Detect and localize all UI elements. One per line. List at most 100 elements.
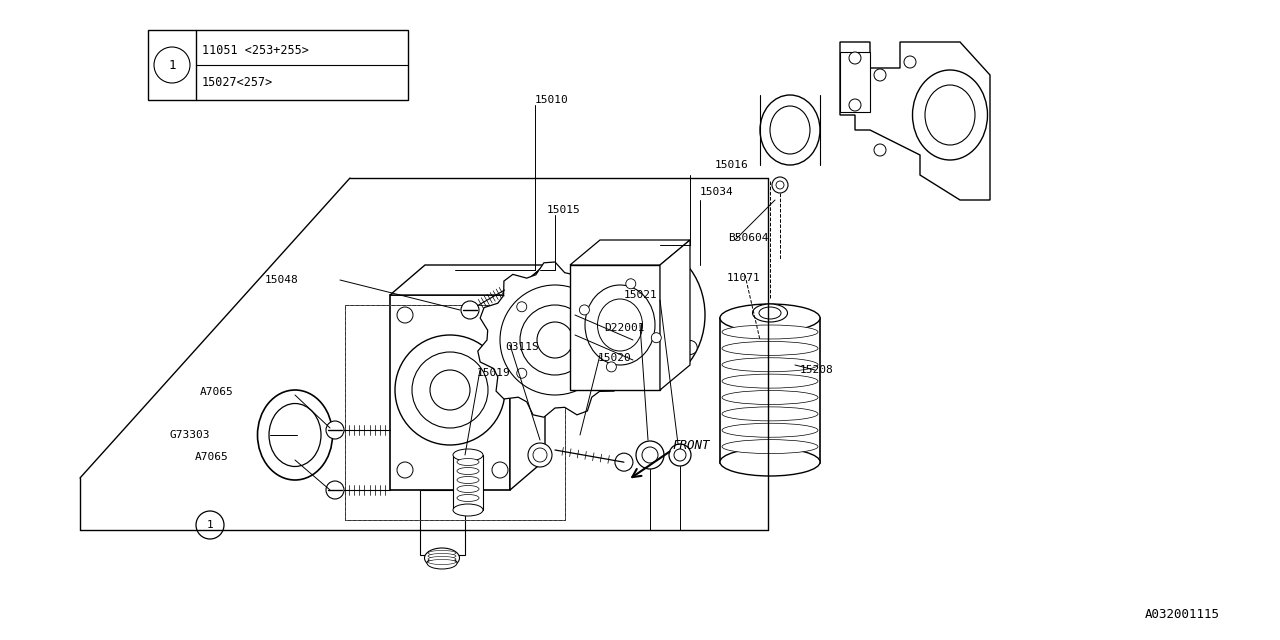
Ellipse shape: [453, 504, 483, 516]
Ellipse shape: [722, 341, 818, 355]
Circle shape: [154, 47, 189, 83]
Text: D22001: D22001: [604, 323, 645, 333]
Circle shape: [874, 144, 886, 156]
Ellipse shape: [760, 95, 820, 165]
Ellipse shape: [617, 290, 663, 340]
Circle shape: [580, 305, 589, 315]
Text: 0311S: 0311S: [506, 342, 539, 352]
Text: 15034: 15034: [700, 187, 733, 197]
Ellipse shape: [575, 243, 705, 387]
Polygon shape: [570, 265, 660, 390]
Ellipse shape: [771, 106, 810, 154]
Text: 1: 1: [168, 58, 175, 72]
Circle shape: [520, 305, 590, 375]
Circle shape: [772, 177, 788, 193]
Circle shape: [396, 335, 506, 445]
Ellipse shape: [722, 407, 818, 421]
Polygon shape: [390, 295, 509, 490]
Circle shape: [397, 307, 413, 323]
Ellipse shape: [722, 374, 818, 388]
Circle shape: [607, 362, 617, 372]
Circle shape: [500, 285, 611, 395]
Circle shape: [492, 307, 508, 323]
Circle shape: [532, 448, 547, 462]
Ellipse shape: [457, 486, 479, 493]
Circle shape: [614, 453, 632, 471]
Circle shape: [669, 444, 691, 466]
Circle shape: [643, 447, 658, 463]
Circle shape: [326, 421, 344, 439]
Bar: [719, 318, 820, 463]
Circle shape: [461, 301, 479, 319]
Circle shape: [529, 443, 552, 467]
Circle shape: [652, 333, 662, 342]
Circle shape: [636, 441, 664, 469]
Ellipse shape: [269, 403, 321, 467]
Ellipse shape: [722, 423, 818, 437]
Circle shape: [684, 340, 698, 355]
Text: 11071: 11071: [727, 273, 760, 283]
Ellipse shape: [585, 285, 655, 365]
Bar: [453, 455, 483, 510]
Circle shape: [904, 56, 916, 68]
Bar: [346, 305, 564, 520]
Ellipse shape: [457, 495, 479, 502]
Circle shape: [604, 364, 618, 378]
Text: 1: 1: [206, 520, 214, 530]
Circle shape: [584, 302, 593, 312]
Text: 11051 <253+255>: 11051 <253+255>: [202, 44, 308, 56]
Ellipse shape: [457, 477, 479, 483]
Circle shape: [412, 352, 488, 428]
Circle shape: [874, 69, 886, 81]
Circle shape: [626, 279, 636, 289]
Ellipse shape: [428, 557, 457, 569]
Circle shape: [662, 252, 676, 266]
Circle shape: [492, 462, 508, 478]
Ellipse shape: [722, 390, 818, 404]
Bar: [346, 305, 564, 520]
Ellipse shape: [719, 304, 820, 332]
Ellipse shape: [428, 550, 456, 556]
Ellipse shape: [913, 70, 987, 160]
Circle shape: [675, 449, 686, 461]
Circle shape: [397, 462, 413, 478]
Circle shape: [196, 511, 224, 539]
Circle shape: [584, 368, 593, 378]
Text: A032001115: A032001115: [1146, 609, 1220, 621]
Ellipse shape: [453, 449, 483, 461]
Circle shape: [326, 481, 344, 499]
Ellipse shape: [925, 85, 975, 145]
Text: 15208: 15208: [800, 365, 833, 375]
Polygon shape: [509, 265, 545, 490]
Text: FRONT: FRONT: [672, 438, 709, 451]
Ellipse shape: [257, 390, 333, 480]
Text: 15020: 15020: [598, 353, 632, 363]
Bar: [840, 52, 870, 112]
Circle shape: [517, 302, 527, 312]
Ellipse shape: [722, 440, 818, 454]
Ellipse shape: [722, 358, 818, 372]
Polygon shape: [840, 42, 989, 200]
Text: A7065: A7065: [195, 452, 229, 462]
Polygon shape: [660, 240, 690, 390]
Circle shape: [776, 181, 783, 189]
Ellipse shape: [753, 304, 787, 322]
Text: 15021: 15021: [625, 290, 658, 300]
Circle shape: [538, 322, 573, 358]
Ellipse shape: [759, 307, 781, 319]
Text: 15048: 15048: [265, 275, 298, 285]
Ellipse shape: [425, 548, 460, 568]
Text: 15010: 15010: [535, 95, 568, 105]
Text: B50604: B50604: [728, 233, 768, 243]
Polygon shape: [390, 265, 545, 295]
Ellipse shape: [457, 467, 479, 474]
Text: A7065: A7065: [200, 387, 234, 397]
Circle shape: [582, 275, 596, 289]
Ellipse shape: [722, 325, 818, 339]
Ellipse shape: [457, 458, 479, 465]
Polygon shape: [570, 240, 690, 265]
Text: G73303: G73303: [170, 430, 210, 440]
Ellipse shape: [428, 557, 456, 561]
Circle shape: [849, 99, 861, 111]
Circle shape: [430, 370, 470, 410]
